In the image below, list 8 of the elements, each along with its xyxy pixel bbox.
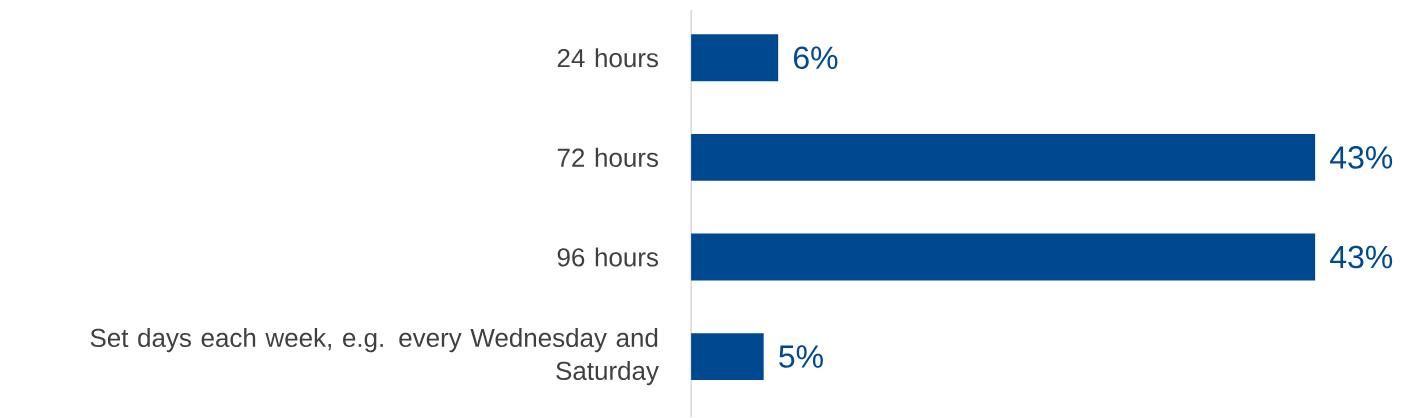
data-label: 43% [1330,146,1393,169]
data-label: 6% [794,46,838,70]
y-tick-label: Set days each week, e.g. every Wednesday and Saturday [90,328,659,386]
y-tick-label: 96 hours [557,247,658,267]
data-label: 43% [1330,245,1393,269]
data-label: 5% [779,345,823,368]
y-tick-label: 72 hours [557,147,658,167]
y-tick-label: 24 hours [557,48,658,68]
